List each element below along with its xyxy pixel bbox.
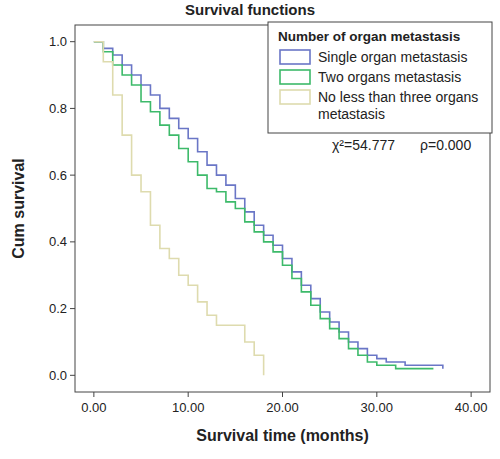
legend-line: metastasis: [318, 106, 385, 122]
x-tick: [93, 392, 94, 397]
y-tick: [70, 241, 75, 242]
y-tick: [70, 108, 75, 109]
legend-line: Two organs metastasis: [318, 69, 461, 85]
y-tick-label: 0.6: [49, 168, 67, 183]
legend-label: Two organs metastasis: [318, 69, 461, 85]
x-tick-label: 10.00: [172, 400, 205, 415]
x-tick-label: 30.00: [361, 400, 394, 415]
x-tick-label: 20.00: [266, 400, 299, 415]
y-tick-label: 1.0: [49, 34, 67, 49]
title: Survival functions: [185, 1, 315, 18]
legend-swatch: [280, 50, 310, 64]
y-tick: [70, 375, 75, 376]
x-tick-label: 0.00: [81, 400, 106, 415]
y-tick-label: 0.8: [49, 101, 67, 116]
x-axis-label: Survival time (months): [196, 427, 368, 444]
chart: Survival functions 0.00 10.00 20.00 30.00 40.…: [0, 0, 500, 459]
x-tick: [188, 392, 189, 397]
legend-label: Single organ metastasis: [318, 49, 467, 65]
x-tick: [282, 392, 283, 397]
legend-label: No less than three organsmetastasis: [318, 89, 478, 122]
survival-curve: [94, 42, 264, 376]
x-tick: [471, 392, 472, 397]
y-tick-label: 0.2: [49, 301, 67, 316]
legend-title: Number of organ metastasis: [278, 29, 460, 44]
y-tick-label: 0.0: [49, 368, 67, 383]
y-tick-label: 0.4: [49, 234, 67, 249]
y-tick: [70, 41, 75, 42]
y-tick: [70, 175, 75, 176]
annotation: χ²=54.777: [332, 137, 395, 153]
y-tick: [70, 308, 75, 309]
legend-swatch: [280, 70, 310, 84]
legend-line: No less than three organs: [318, 89, 478, 105]
legend-box: [268, 22, 492, 133]
legend: Number of organ metastasis Single organ m…: [268, 22, 492, 133]
x-tick: [376, 392, 377, 397]
legend-line: Single organ metastasis: [318, 49, 467, 65]
legend-swatch: [280, 90, 310, 104]
x-tick-label: 40.00: [455, 400, 488, 415]
annotation: ρ=0.000: [420, 137, 471, 153]
y-axis-label: Cum survival: [10, 158, 27, 258]
